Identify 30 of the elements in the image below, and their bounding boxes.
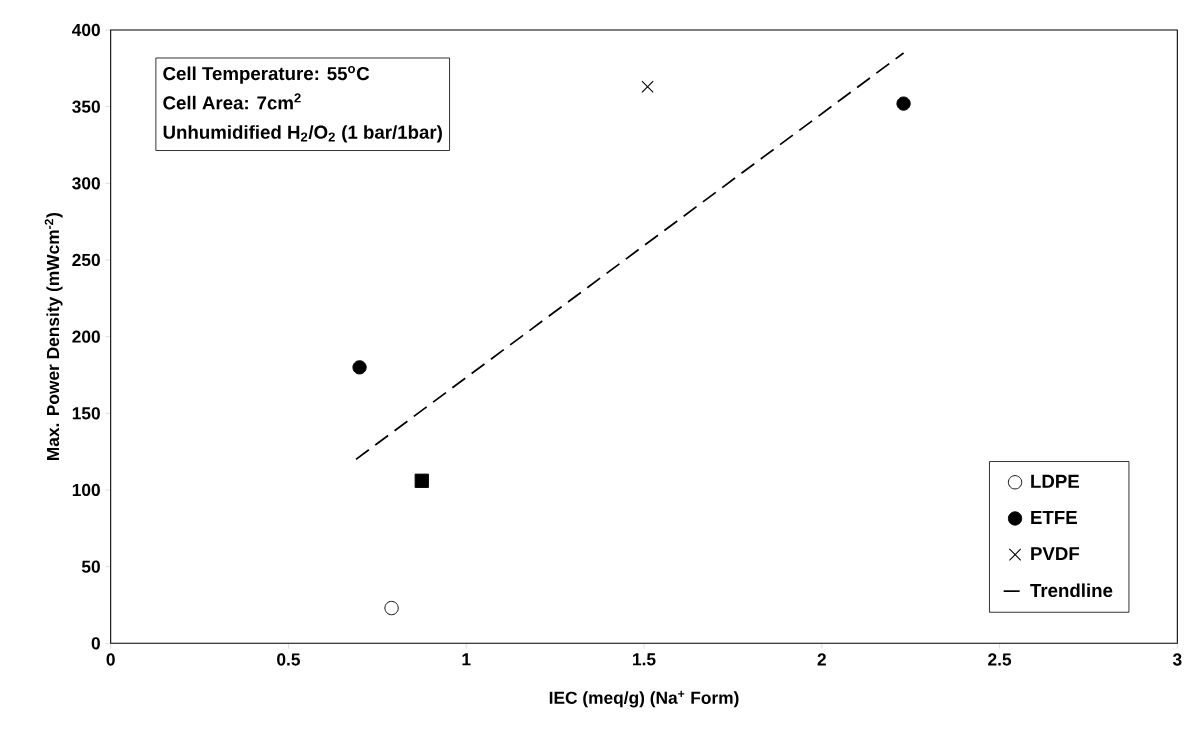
x-tick-label: 0.5 — [277, 653, 301, 666]
y-tick-label: 300 — [72, 177, 100, 190]
y-tick-label: 0 — [91, 637, 100, 650]
legend-label: PVDF — [1031, 547, 1080, 561]
legend-label: ETFE — [1031, 511, 1077, 524]
annotation: Cell Temperature: 55$^{o}$C — [163, 66, 370, 84]
x-tick-label: 1.5 — [633, 653, 656, 666]
y-tick-label: 350 — [72, 100, 100, 113]
y-tick-label: 200 — [72, 330, 100, 343]
x-tick-label: 1 — [462, 653, 471, 666]
point — [414, 473, 429, 488]
point — [896, 96, 911, 111]
y-tick-label: 150 — [72, 407, 100, 420]
y-tick-label: 100 — [72, 483, 100, 497]
x-tick-label: 0 — [106, 653, 115, 666]
x-tick-label: 2.5 — [988, 653, 1012, 666]
y-tick-label: 50 — [81, 560, 100, 573]
annotation: Cell Area: 7cm$^{2}$ — [163, 93, 301, 110]
point — [352, 360, 367, 375]
y-tick-label: 250 — [72, 253, 100, 267]
y-axis-title: Max. Power Density (mWcm$^{-2}$) — [44, 213, 63, 461]
x-axis-title: IEC (meq/g) (Na$^{+}$ Form) — [549, 690, 739, 708]
legend-label: Trendline — [1030, 583, 1113, 598]
point — [641, 80, 654, 93]
legend-label: LDPE — [1031, 474, 1080, 488]
annotation: Unhumidified H$_{2}$/O$_{2}$ (1 bar/1bar) — [163, 125, 442, 143]
x-tick-label: 2 — [817, 653, 826, 666]
y-tick-label: 400 — [71, 23, 100, 37]
x-tick-label: 3 — [1172, 653, 1182, 666]
point — [384, 600, 399, 616]
